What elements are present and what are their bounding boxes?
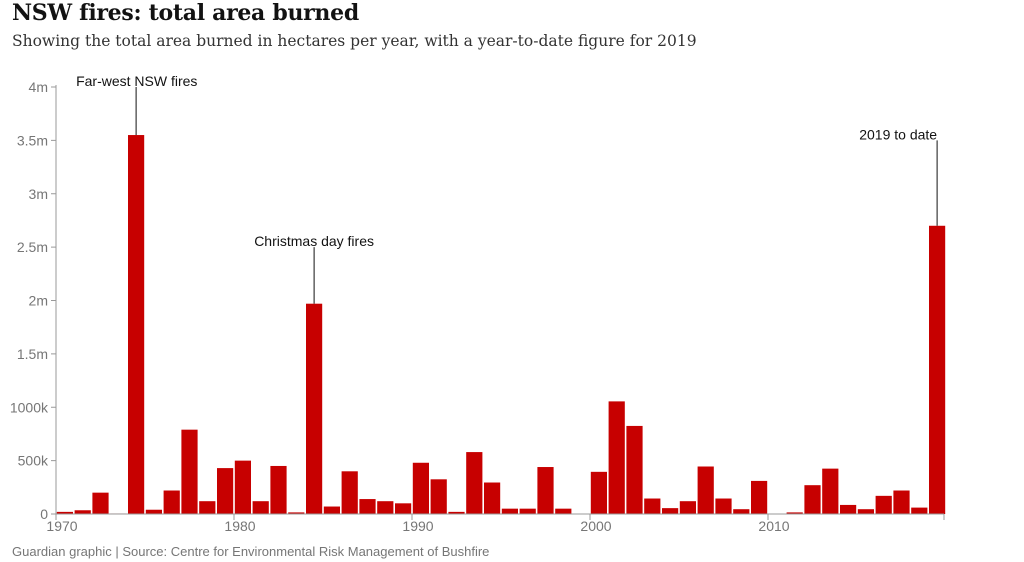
bar-1986 [341,471,358,514]
bar-1992 [448,511,465,514]
bar-2002 [626,425,643,514]
y-tick-label: 0 [40,506,48,522]
bar-1993 [466,452,483,514]
source-note: Guardian graphic | Source: Centre for En… [12,544,490,559]
bar-2007 [715,498,732,514]
bar-1974 [128,135,145,515]
bar-1977 [181,429,198,514]
bar-2011 [786,512,803,514]
bar-1994 [484,482,501,514]
bar-chart: 0 500k 1000k 1.5m 2m 2.5m 3m 3.5m 4m 1970 1980 199… [10,73,946,534]
chart-title: NSW fires: total area burned [12,0,359,26]
bar-2015 [857,509,874,514]
bar-1970 [56,511,73,514]
y-tick-label: 3.5m [17,132,48,148]
bar-1984 [306,303,323,514]
bar-2004 [662,508,679,514]
annotations-group: Far-west NSW fires Christmas day fires 201… [76,73,938,304]
annotation-label: 2019 to date [859,126,937,142]
x-axis: 1970 1980 1990 2000 2010 [46,513,945,534]
bar-1979 [217,468,234,514]
bars-group [56,135,946,515]
y-tick-label: 2m [29,293,48,309]
bar-2000 [590,471,607,514]
y-tick-label: 1000k [10,399,49,415]
bar-2001 [608,401,625,514]
bar-2018 [911,507,928,514]
bar-2003 [644,498,661,514]
bar-1983 [288,512,305,514]
bar-1991 [430,479,447,514]
bar-1982 [270,465,287,514]
x-tick-label: 2000 [580,518,611,534]
y-tick-label: 2.5m [17,239,48,255]
bar-1985 [323,506,340,514]
bar-1981 [252,501,269,514]
annotation-label: Far-west NSW fires [76,73,197,89]
bar-2005 [679,501,696,514]
bar-1987 [359,499,376,514]
x-tick-label: 1980 [224,518,255,534]
bar-2019 [929,225,946,514]
x-tick-label: 1970 [46,518,77,534]
y-tick-label: 1.5m [17,346,48,362]
annotation-label: Christmas day fires [254,233,374,249]
bar-2012 [804,485,821,514]
bar-2014 [840,504,857,514]
x-tick-label: 2010 [758,518,789,534]
bar-2009 [751,480,768,514]
x-tick-label: 1990 [402,518,433,534]
bar-1975 [145,509,162,514]
bar-1976 [163,490,180,514]
bar-1996 [519,508,536,514]
bar-2017 [893,490,910,514]
y-axis: 0 500k 1000k 1.5m 2m 2.5m 3m 3.5m 4m [10,79,57,522]
bar-1989 [395,503,412,514]
bar-1995 [501,508,518,514]
bar-1980 [234,460,251,515]
y-tick-label: 4m [29,79,48,95]
bar-2008 [733,509,750,514]
bar-2013 [822,468,839,514]
bar-1998 [555,508,572,514]
bar-2006 [697,466,714,514]
bar-1972 [92,492,109,514]
bar-1997 [537,467,554,514]
bar-2016 [875,495,892,514]
bar-1971 [74,510,91,514]
bar-1978 [199,501,216,514]
y-tick-label: 3m [29,186,48,202]
bar-1988 [377,501,394,514]
chart-subtitle: Showing the total area burned in hectare… [12,32,697,50]
bar-1990 [412,462,429,514]
y-tick-label: 500k [18,453,49,469]
